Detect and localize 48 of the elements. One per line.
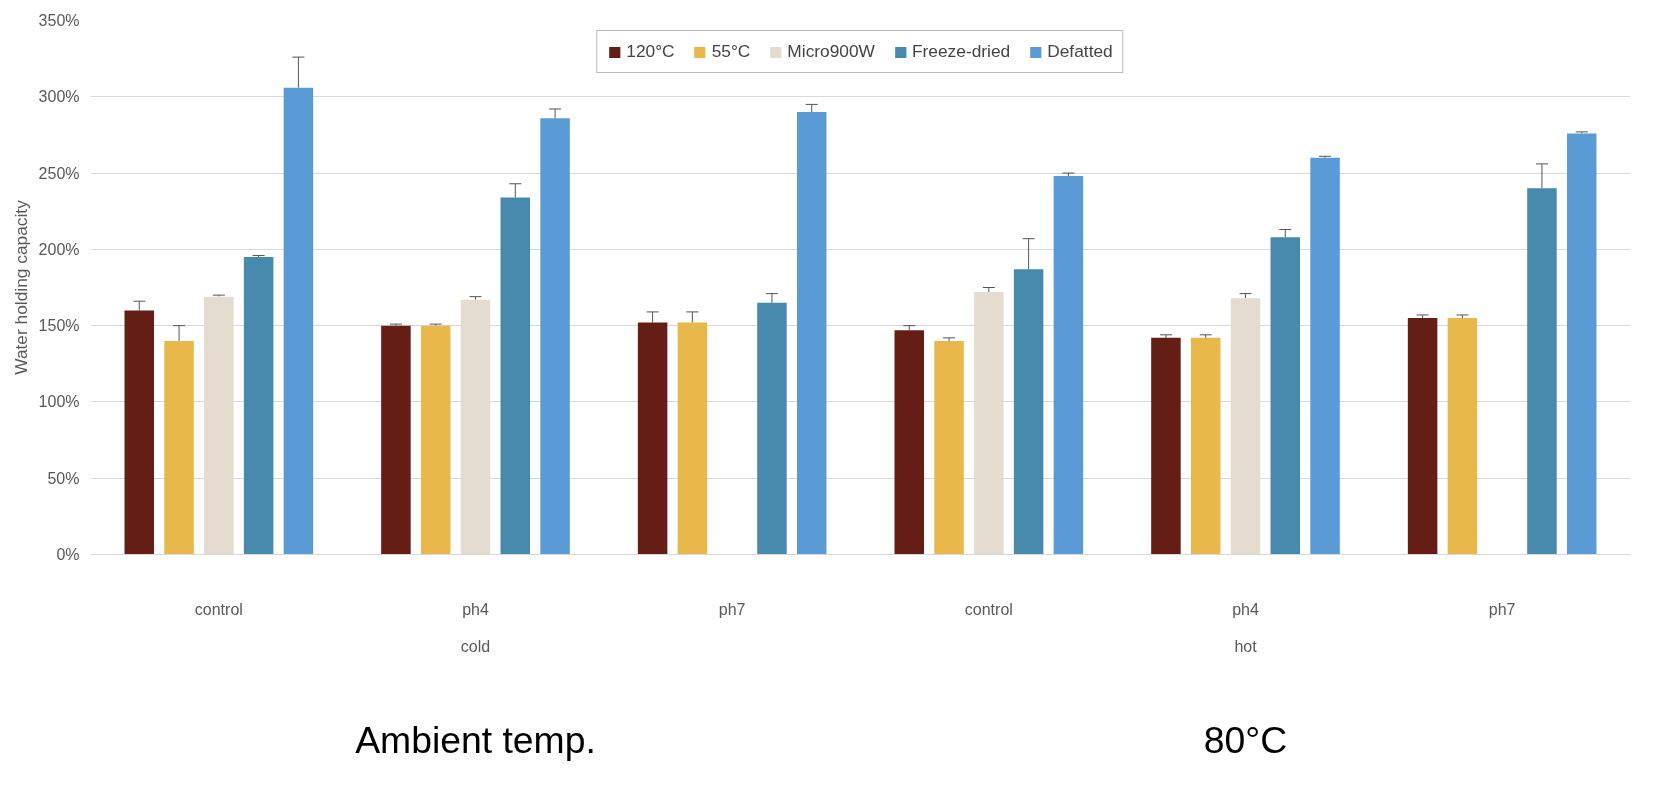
bar bbox=[934, 340, 964, 555]
bar bbox=[243, 256, 274, 555]
bar bbox=[757, 302, 787, 555]
y-tick-label: 100% bbox=[38, 393, 80, 411]
y-tick-label: 0% bbox=[56, 546, 80, 563]
text: Ambient temp. bbox=[355, 718, 596, 761]
bar bbox=[1270, 237, 1301, 555]
x-tick-label: ph4 bbox=[1232, 600, 1259, 618]
y-tick-label: 350% bbox=[38, 12, 80, 29]
y-tick-label: 200% bbox=[38, 240, 80, 258]
bar bbox=[1447, 318, 1478, 555]
bar bbox=[124, 310, 155, 555]
bar bbox=[1151, 337, 1181, 555]
bar bbox=[1310, 157, 1340, 555]
x-tick-label: control bbox=[194, 600, 243, 618]
x-tick-label: control bbox=[964, 600, 1013, 618]
bar bbox=[894, 330, 925, 555]
y-tick-label: 150% bbox=[38, 317, 80, 335]
bar bbox=[1527, 188, 1557, 555]
text: cold bbox=[460, 637, 491, 655]
bar bbox=[1407, 318, 1438, 555]
bar bbox=[500, 197, 531, 555]
bar bbox=[540, 118, 570, 555]
bar bbox=[381, 325, 411, 555]
bar bbox=[677, 322, 708, 555]
bar bbox=[1013, 269, 1044, 555]
legend-label: Defatted bbox=[1047, 41, 1113, 62]
y-tick-label: 300% bbox=[38, 88, 80, 106]
x-tick-label: ph7 bbox=[718, 600, 746, 618]
y-tick-label: 250% bbox=[38, 164, 80, 182]
bar bbox=[1566, 133, 1597, 555]
bar bbox=[420, 325, 451, 555]
y-axis-title: Water holding capacity bbox=[10, 199, 31, 375]
bar bbox=[796, 112, 827, 555]
x-tick-label: ph4 bbox=[462, 600, 489, 618]
legend-label: Micro900W bbox=[787, 41, 875, 62]
legend-label: Freeze-dried bbox=[911, 41, 1011, 62]
text: 80°C bbox=[1203, 718, 1288, 761]
bar bbox=[164, 340, 194, 555]
bar bbox=[1053, 176, 1084, 555]
bar bbox=[283, 87, 314, 555]
legend-label: 120°C bbox=[626, 41, 675, 62]
x-tick-label: ph7 bbox=[1488, 600, 1516, 618]
y-tick-label: 50% bbox=[47, 469, 80, 487]
text: hot bbox=[1234, 637, 1258, 655]
bar bbox=[1190, 337, 1221, 555]
bar bbox=[637, 322, 668, 555]
legend-label: 55°C bbox=[711, 41, 751, 62]
